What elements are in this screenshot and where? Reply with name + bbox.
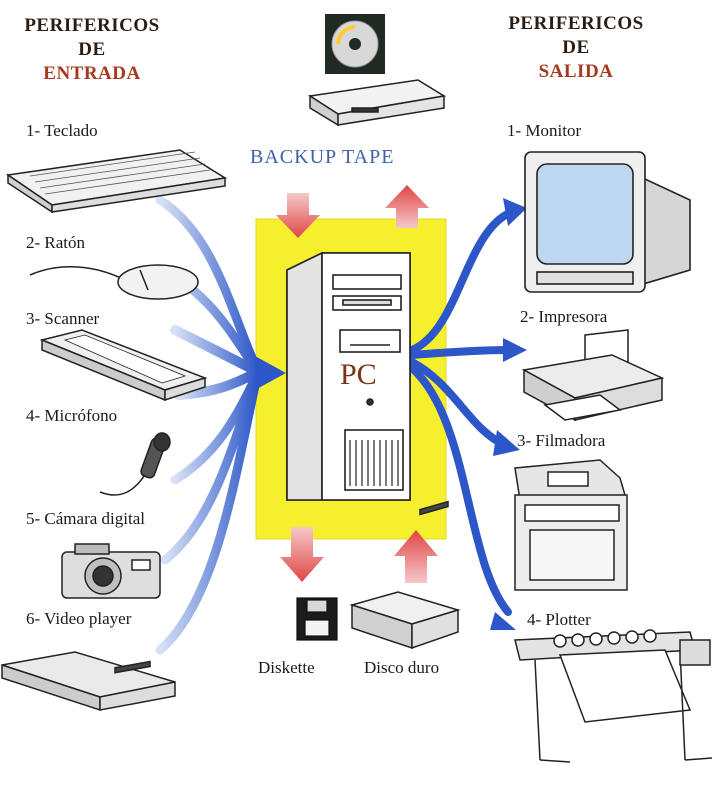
storage-label-diskette: Diskette [258, 658, 315, 677]
computer-tower-icon [286, 251, 411, 501]
output-arrowheads [490, 198, 527, 630]
output-heading-line3: SALIDA [538, 61, 614, 82]
film-recorder-icon [514, 459, 628, 591]
tape-drive-icon [307, 79, 447, 127]
input-label-scanner: 3- Scanner [26, 309, 100, 328]
printer-icon [521, 329, 665, 422]
input-label-camera: 5- Cámara digital [26, 509, 145, 528]
input-label-mouse: 2- Ratón [26, 233, 86, 252]
monitor-icon [524, 151, 691, 293]
output-label-film-recorder: 3- Filmadora [517, 431, 606, 450]
red-arrows [276, 185, 438, 583]
video-player-icon [1, 651, 176, 712]
output-heading-line2: DE [562, 37, 590, 58]
input-label-keyboard: 1- Teclado [26, 121, 98, 140]
mouse-icon [29, 264, 199, 300]
cd-icon [325, 14, 385, 74]
storage-label-hard-disk: Disco duro [364, 658, 440, 677]
camera-icon [61, 543, 161, 599]
hard-disk-icon [349, 500, 461, 650]
output-label-monitor: 1- Monitor [507, 121, 582, 140]
pc-label: PC [340, 358, 377, 391]
input-heading: PERIFERICOS DE ENTRADA [2, 14, 182, 86]
scanner-icon [39, 329, 208, 402]
input-label-video-player: 6- Video player [26, 609, 132, 628]
input-label-microphone: 4- Micrófono [26, 406, 118, 425]
microphone-icon [99, 432, 171, 496]
input-heading-line2: DE [78, 39, 106, 60]
output-label-printer: 2- Impresora [520, 307, 608, 326]
backup-tape-label: BACKUP TAPE [250, 146, 395, 168]
input-arrowhead [255, 356, 286, 390]
input-heading-line3: ENTRADA [43, 63, 141, 84]
output-arrows [408, 208, 516, 616]
output-heading: PERIFERICOS DE SALIDA [487, 12, 665, 84]
output-heading-line1: PERIFERICOS [508, 13, 644, 34]
keyboard-icon [5, 149, 228, 214]
diskette-icon [296, 597, 338, 641]
input-heading-line1: PERIFERICOS [24, 15, 160, 36]
plotter-icon [514, 629, 713, 763]
output-label-plotter: 4- Plotter [527, 610, 591, 629]
